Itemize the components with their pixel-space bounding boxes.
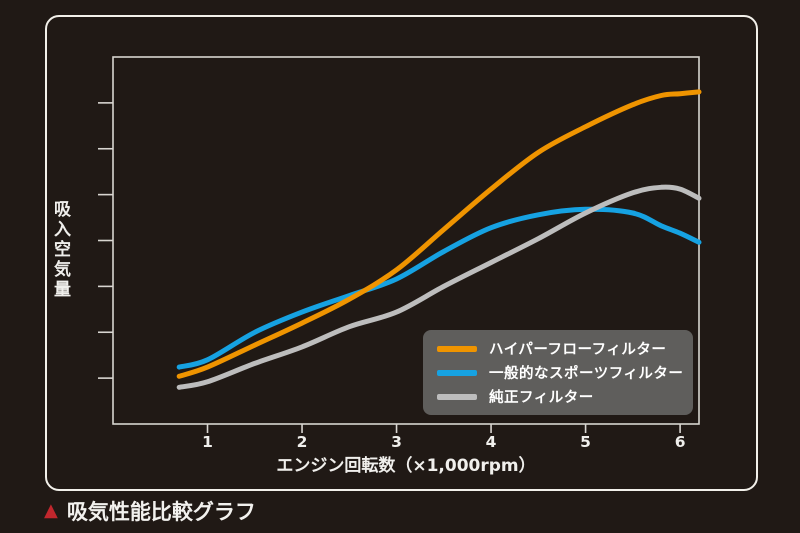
x-tick-label: 3 [391,433,402,451]
legend-item-stock-filter: 純正フィルター [437,388,693,406]
legend-label: 純正フィルター [489,390,594,406]
x-axis-label: エンジン回転数（×1,000rpm） [276,456,536,476]
caption-text: 吸気性能比較グラフ [66,500,256,524]
legend-label: ハイパーフローフィルター [489,342,667,358]
legend: ハイパーフローフィルター 一般的なスポーツフィルター 純正フィルター [423,330,693,415]
series-line-2 [176,184,702,390]
x-tick-label: 1 [202,433,213,451]
outer-frame [45,15,758,491]
x-tick-label: 6 [675,433,686,451]
series-line-1 [176,206,702,370]
legend-swatch-gray [437,393,477,400]
figure-caption: ▲ 吸気性能比較グラフ [44,496,256,526]
legend-item-sports-filter: 一般的なスポーツフィルター [437,364,693,382]
x-tick-label: 4 [486,433,497,451]
legend-label: 一般的なスポーツフィルター [489,366,684,382]
x-tick-label: 5 [580,433,591,451]
legend-swatch-orange [437,345,477,352]
x-tick-label: 2 [297,433,308,451]
legend-item-hyper-flow: ハイパーフローフィルター [437,340,693,358]
triangle-icon: ▲ [44,500,58,521]
series-line-0 [176,89,702,379]
y-axis-label: 吸入空気量 [50,200,70,300]
legend-swatch-blue [437,369,477,376]
